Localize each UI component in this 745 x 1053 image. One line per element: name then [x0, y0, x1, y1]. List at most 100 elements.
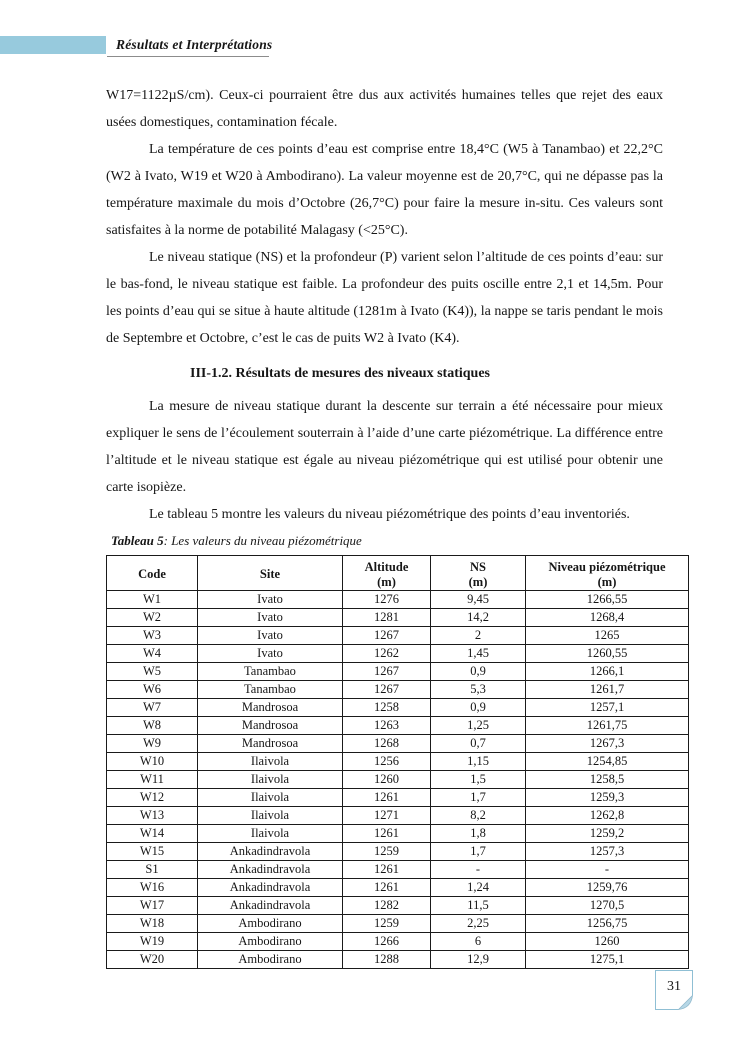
table-cell: 1288: [342, 950, 431, 969]
header-accent-bar: [0, 36, 106, 54]
table-cell: W16: [106, 878, 198, 897]
column-header-unit: (m): [597, 574, 617, 589]
table-cell: 1262,8: [525, 806, 689, 825]
paragraph-temperature: La température de ces points d’eau est c…: [106, 142, 663, 238]
column-header-title: NS: [470, 559, 486, 574]
table-row: W12 Ilaivola 1261 1,7 1259,3: [106, 788, 689, 807]
table-row: W20 Ambodirano 1288 12,9 1275,1: [106, 950, 689, 969]
table-row: W3 Ivato 1267 2 1265: [106, 626, 689, 645]
table-cell: 1,7: [430, 788, 526, 807]
table-cell: Ivato: [197, 626, 343, 645]
table-cell: S1: [106, 860, 198, 879]
table-cell: 1261: [342, 788, 431, 807]
table-cell: 1,7: [430, 842, 526, 861]
table-cell: Ankadindravola: [197, 860, 343, 879]
table-cell: 1267: [342, 680, 431, 699]
table-cell: Tanambao: [197, 662, 343, 681]
table-row: W14 Ilaivola 1261 1,8 1259,2: [106, 824, 689, 843]
table-cell: 1261: [342, 878, 431, 897]
table-cell: 1276: [342, 590, 431, 609]
table-cell: W12: [106, 788, 198, 807]
table-cell: 1281: [342, 608, 431, 627]
table-cell: 1,45: [430, 644, 526, 663]
table-cell: 1270,5: [525, 896, 689, 915]
table-cell: 0,7: [430, 734, 526, 753]
table-cell: 1260: [525, 932, 689, 951]
table-cell: Ambodirano: [197, 932, 343, 951]
table-cell: Ilaivola: [197, 824, 343, 843]
table-cell: 1267,3: [525, 734, 689, 753]
page-number-box: 31: [655, 970, 693, 1010]
table-cell: 1268: [342, 734, 431, 753]
table-cell: Mandrosoa: [197, 698, 343, 717]
table-cell: Ankadindravola: [197, 878, 343, 897]
column-header: NS (m): [430, 555, 526, 591]
table-cell: 1259,76: [525, 878, 689, 897]
column-header-unit: (m): [468, 574, 488, 589]
table-cell: Ankadindravola: [197, 896, 343, 915]
column-header-title: Site: [259, 566, 281, 581]
section-heading: III-1.2. Résultats de mesures des niveau…: [190, 366, 490, 381]
table-cell: 5,3: [430, 680, 526, 699]
table-cell: 1259: [342, 842, 431, 861]
table-caption-text: : Les valeurs du niveau piézométrique: [163, 533, 362, 548]
table-cell: 1261,7: [525, 680, 689, 699]
table-cell: 2,25: [430, 914, 526, 933]
table-cell: 1266: [342, 932, 431, 951]
table-cell: Ilaivola: [197, 752, 343, 771]
column-header: Site: [197, 555, 343, 591]
table-cell: Ankadindravola: [197, 842, 343, 861]
table-cell: 1259: [342, 914, 431, 933]
column-header-unit: (m): [377, 574, 396, 589]
table-cell: 1,5: [430, 770, 526, 789]
table-cell: 1260: [342, 770, 431, 789]
paragraph-niveau-statique: Le niveau statique (NS) et la profondeur…: [106, 250, 663, 346]
table-cell: 0,9: [430, 662, 526, 681]
table-cell: W6: [106, 680, 198, 699]
table-cell: W10: [106, 752, 198, 771]
table-row: W4 Ivato 1262 1,45 1260,55: [106, 644, 689, 663]
table-row: W7 Mandrosoa 1258 0,9 1257,1: [106, 698, 689, 717]
table-cell: Ivato: [197, 608, 343, 627]
table-caption-label: Tableau 5: [111, 533, 164, 548]
piezometric-table: Code Site Altitude (m) NS (m) Niveau piézométr…: [106, 555, 689, 969]
table-cell: 1257,1: [525, 698, 689, 717]
table-cell: W14: [106, 824, 198, 843]
table-cell: 1282: [342, 896, 431, 915]
table-cell: 1,25: [430, 716, 526, 735]
table-cell: 14,2: [430, 608, 526, 627]
table-row: W15 Ankadindravola 1259 1,7 1257,3: [106, 842, 689, 861]
table-row: W17 Ankadindravola 1282 11,5 1270,5: [106, 896, 689, 915]
table-cell: 1261: [342, 824, 431, 843]
table-cell: Ambodirano: [197, 950, 343, 969]
table-cell: 1267: [342, 626, 431, 645]
table-cell: 1,8: [430, 824, 526, 843]
table-cell: 1254,85: [525, 752, 689, 771]
column-header: Niveau piézométrique (m): [525, 555, 689, 591]
column-header-title: Niveau piézométrique: [548, 559, 666, 574]
table-cell: 1,15: [430, 752, 526, 771]
table-cell: 6: [430, 932, 526, 951]
table-cell: 1261,75: [525, 716, 689, 735]
table-row: W1 Ivato 1276 9,45 1266,55: [106, 590, 689, 609]
table-cell: W20: [106, 950, 198, 969]
table-cell: 11,5: [430, 896, 526, 915]
table-row: W13 Ilaivola 1271 8,2 1262,8: [106, 806, 689, 825]
table-cell: W1: [106, 590, 198, 609]
header-underline: [107, 56, 269, 57]
table-cell: 1258: [342, 698, 431, 717]
paragraph-mesure: La mesure de niveau statique durant la d…: [106, 399, 663, 495]
table-cell: 1263: [342, 716, 431, 735]
table-row: W10 Ilaivola 1256 1,15 1254,85: [106, 752, 689, 771]
page-content: W17=1122µS/cm). Ceux-ci pourraient être …: [106, 82, 689, 969]
table-cell: Mandrosoa: [197, 734, 343, 753]
table-row: S1 Ankadindravola 1261- -: [106, 860, 689, 879]
table-cell: 1259,3: [525, 788, 689, 807]
column-header-title: Altitude: [364, 559, 409, 574]
page-number: 31: [667, 979, 681, 994]
table-cell: W2: [106, 608, 198, 627]
table-cell: W7: [106, 698, 198, 717]
table-cell: 1271: [342, 806, 431, 825]
paragraph-conductivity: W17=1122µS/cm). Ceux-ci pourraient être …: [106, 88, 663, 130]
table-caption: Tableau 5: Les valeurs du niveau piézomé…: [111, 532, 663, 550]
